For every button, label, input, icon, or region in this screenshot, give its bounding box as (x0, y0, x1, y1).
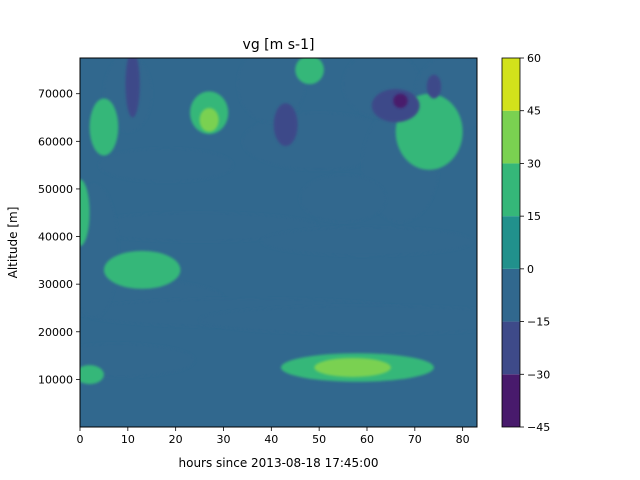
contour-region-14 (80, 184, 119, 318)
contour-region-21 (80, 365, 104, 385)
contour-region-24 (199, 107, 219, 132)
colorbar-tick-label: −30 (527, 368, 550, 381)
contour-region-28 (426, 74, 442, 99)
colorbar-tick-label: −45 (527, 421, 550, 434)
colorbar: −45 −30 −15 0 15 30 45 60 (501, 52, 550, 434)
y-tick-label: 30000 (38, 278, 73, 291)
contour-region-13 (300, 174, 387, 223)
plot-frame (79, 57, 478, 428)
contour-region-15 (103, 250, 181, 289)
contour-region-3 (80, 343, 195, 378)
x-axis: 0 10 20 30 40 50 60 70 80 (77, 427, 470, 446)
y-tick-label: 20000 (38, 326, 73, 339)
contour-regions (80, 58, 477, 385)
x-tick-label: 10 (121, 433, 135, 446)
contour-region-19 (89, 98, 119, 156)
colorbar-tick-label: 0 (527, 263, 534, 276)
y-axis-label: Altitude [m] (6, 207, 20, 279)
x-tick-label: 40 (264, 433, 278, 446)
x-tick-label: 20 (169, 433, 183, 446)
x-tick-label: 80 (456, 433, 470, 446)
contour-region-6 (99, 148, 234, 182)
contour-region-27 (125, 58, 140, 118)
colorbar-band (502, 216, 520, 269)
x-tick-label: 70 (408, 433, 422, 446)
colorbar-tick-label: −15 (527, 316, 550, 329)
contour-region-4 (80, 212, 320, 242)
colorbar-band (502, 58, 520, 111)
colorbar-frame (501, 57, 521, 428)
y-axis: 10000 20000 30000 40000 50000 60000 70000 (38, 88, 80, 386)
colorbar-band (502, 268, 520, 322)
colorbar-band (502, 321, 520, 375)
y-tick-label: 50000 (38, 183, 73, 196)
contour-region-29 (393, 93, 408, 108)
colorbar-band (502, 374, 520, 427)
contour-region-23 (314, 357, 391, 378)
colorbar-tick-label: 45 (527, 105, 541, 118)
y-tick-label: 10000 (38, 373, 73, 386)
colorbar-band (502, 110, 520, 164)
colorbar-tick-label: 15 (527, 210, 541, 223)
y-tick-label: 70000 (38, 88, 73, 101)
x-tick-label: 0 (77, 433, 84, 446)
contour-region-25 (273, 103, 298, 147)
x-tick-label: 60 (360, 433, 374, 446)
colorbar-tick-label: 60 (527, 52, 541, 65)
colorbar-tick-label: 30 (527, 157, 541, 170)
colorbar-band (502, 163, 520, 217)
x-tick-label: 30 (216, 433, 230, 446)
contour-region-16 (80, 179, 90, 247)
contour-region-2 (199, 305, 477, 335)
contour-region-22 (295, 58, 324, 85)
chart-title: vg [m s-1] (243, 37, 315, 53)
x-tick-label: 50 (312, 433, 326, 446)
y-tick-label: 40000 (38, 231, 73, 244)
x-axis-label: hours since 2013-08-18 17:45:00 (179, 456, 379, 470)
contour-region-5 (261, 227, 473, 256)
y-tick-label: 60000 (38, 135, 73, 148)
